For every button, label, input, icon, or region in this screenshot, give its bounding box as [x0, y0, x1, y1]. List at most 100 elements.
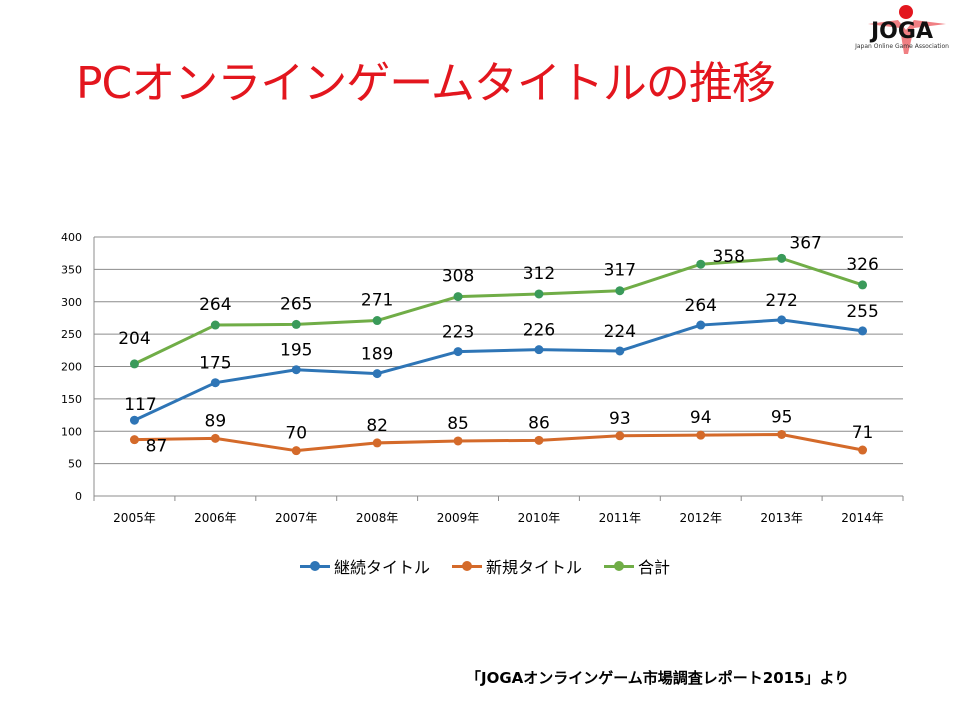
data-label-total: 204	[118, 329, 150, 349]
data-point-new	[858, 445, 868, 455]
data-point-new	[453, 436, 463, 446]
data-point-new	[129, 435, 139, 445]
data-point-total	[615, 286, 625, 296]
y-tick-label: 300	[61, 296, 82, 309]
data-point-new	[372, 438, 382, 448]
data-point-continuing	[858, 326, 868, 336]
legend-item-total[interactable]: 合計	[604, 554, 670, 578]
data-label-total: 312	[523, 264, 555, 284]
data-point-continuing	[372, 369, 382, 379]
data-label-continuing: 117	[124, 395, 156, 415]
data-label-total: 326	[846, 255, 878, 275]
x-tick-label: 2008年	[356, 511, 399, 525]
data-point-new	[534, 435, 544, 445]
x-tick-label: 2010年	[518, 511, 561, 525]
y-tick-label: 250	[61, 328, 82, 341]
data-label-continuing: 175	[199, 354, 231, 374]
data-point-total	[696, 259, 706, 269]
legend-swatch-total	[604, 561, 635, 571]
axes	[93, 237, 904, 501]
legend-item-continuing[interactable]: 継続タイトル	[300, 554, 430, 578]
data-label-total: 308	[442, 267, 474, 287]
data-label-continuing: 223	[442, 323, 474, 343]
x-tick-label: 2012年	[679, 511, 722, 525]
series-lines	[129, 253, 868, 456]
data-label-new: 87	[146, 437, 168, 457]
data-label-total: 271	[361, 291, 393, 311]
x-tick-label: 2006年	[194, 511, 237, 525]
data-point-continuing	[129, 415, 139, 425]
y-tick-label: 350	[61, 263, 82, 276]
legend-item-new[interactable]: 新規タイトル	[452, 554, 582, 578]
x-tick-label: 2009年	[437, 511, 480, 525]
data-point-continuing	[777, 315, 787, 325]
data-label-continuing: 189	[361, 345, 393, 365]
data-point-total	[372, 316, 382, 326]
data-label-continuing: 264	[685, 296, 717, 316]
data-point-total	[291, 319, 301, 329]
y-tick-label: 150	[61, 393, 82, 406]
data-label-total: 367	[789, 233, 821, 253]
data-point-continuing	[696, 320, 706, 330]
data-point-continuing	[453, 347, 463, 357]
legend-swatch-continuing	[300, 561, 330, 571]
data-point-total	[210, 320, 220, 330]
data-point-total	[777, 253, 787, 263]
gridlines	[94, 236, 903, 465]
x-tick-label: 2007年	[275, 511, 318, 525]
slide-title: PCオンラインゲームタイトルの推移	[76, 58, 776, 109]
data-label-new: 94	[690, 408, 712, 428]
data-label-new: 86	[528, 413, 550, 433]
series-line-total	[133, 256, 864, 366]
data-label-continuing: 255	[846, 302, 878, 322]
data-point-total	[453, 292, 463, 302]
x-tick-label: 2005年	[113, 511, 156, 525]
joga-logo-graphic: JOGA Japan Online Game Association	[854, 5, 949, 54]
data-label-total: 265	[280, 294, 312, 314]
logo-subtitle: Japan Online Game Association	[854, 43, 949, 50]
y-tick-label: 400	[61, 231, 82, 244]
data-point-continuing	[534, 345, 544, 355]
chart-legend: 継続タイトル 新規タイトル 合計	[300, 554, 670, 578]
data-point-new	[291, 446, 301, 456]
x-tick-label: 2014年	[841, 511, 884, 525]
data-label-new: 89	[205, 411, 227, 431]
data-label-continuing: 224	[604, 322, 636, 342]
data-point-total	[129, 359, 139, 369]
y-tick-label: 50	[68, 458, 82, 471]
legend-label-continuing: 継続タイトル	[334, 558, 431, 577]
legend-label-total: 合計	[638, 558, 671, 577]
legend-label-new: 新規タイトル	[486, 558, 583, 577]
data-label-continuing: 272	[765, 291, 797, 311]
data-point-continuing	[291, 365, 301, 375]
data-label-new: 85	[447, 414, 469, 434]
y-tick-label: 100	[61, 425, 82, 438]
joga-logo: JOGA Japan Online Game Association	[848, 2, 956, 56]
data-label-continuing: 195	[280, 341, 312, 361]
data-point-new	[615, 431, 625, 441]
data-label-continuing: 226	[523, 321, 555, 341]
data-point-new	[777, 429, 787, 439]
data-point-continuing	[615, 346, 625, 356]
data-label-total: 358	[713, 247, 745, 267]
legend-swatch-new	[452, 561, 483, 571]
data-label-new: 70	[285, 424, 307, 444]
data-label-new: 71	[852, 423, 874, 443]
data-label-new: 95	[771, 407, 793, 427]
data-point-new	[696, 430, 706, 440]
x-axis-labels: 2005年 2006年 2007年 2008年 2009年 2010年 2011年 2012年…	[113, 511, 884, 525]
data-point-total	[858, 280, 868, 290]
y-axis-labels: 0 50 100 150 200 250 300 350 400	[61, 231, 82, 503]
y-tick-label: 200	[61, 361, 82, 374]
data-label-new: 82	[366, 416, 388, 436]
logo-text: JOGA	[869, 19, 933, 44]
data-point-continuing	[210, 378, 220, 388]
data-labels: 117 175 195 189 223 226 224 264 272 255 87 89 70 82 85…	[118, 233, 879, 456]
data-label-new: 93	[609, 409, 631, 429]
source-note: 「JOGAオンラインゲーム市場調査レポート2015」より	[466, 669, 850, 687]
data-point-new	[210, 433, 220, 443]
x-tick-label: 2011年	[599, 511, 642, 525]
data-label-total: 264	[199, 295, 231, 315]
series-line-new	[134, 432, 863, 453]
